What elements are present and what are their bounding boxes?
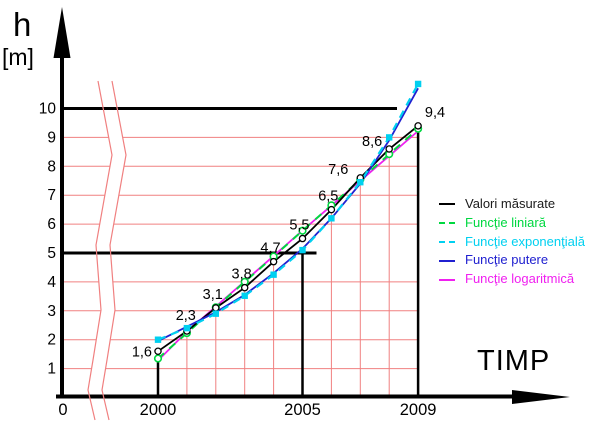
x-axis-arrow (512, 390, 570, 404)
y-tick-label: 7 (47, 187, 56, 204)
legend-label-linear: Funcţie liniară (465, 214, 546, 230)
marker-exponential (386, 134, 393, 141)
y-tick-label: 10 (39, 101, 57, 118)
marker-exponential (241, 292, 248, 299)
legend-swatch-linear (439, 222, 455, 225)
point-label: 2,3 (176, 308, 196, 324)
x-tick-label: 2009 (400, 401, 437, 419)
marker-exponential (357, 178, 364, 186)
axis-break-band (88, 81, 126, 420)
marker-measured (212, 304, 220, 312)
marker-measured (240, 283, 249, 292)
legend-label-power: Funcţie putere (465, 252, 549, 268)
marker-measured (414, 122, 422, 130)
legend-item-logarithmic: Funcţie logaritmică (439, 270, 585, 289)
y-tick-label: 5 (47, 245, 56, 262)
point-label: 3,8 (232, 267, 252, 283)
series-line-1 (157, 127, 419, 360)
y-axis-unit: [m] (2, 44, 34, 70)
axis-break-line-1 (101, 80, 127, 421)
series-line-0 (157, 125, 419, 353)
point-label: 3,1 (203, 287, 223, 303)
y-tick-label: 1 (47, 361, 56, 378)
y-tick-label: 8 (47, 158, 56, 175)
x-axis-title: TIMP (477, 345, 551, 377)
series-line-2 (157, 83, 420, 341)
legend-label-logarithmic: Funcţie logaritmică (465, 271, 575, 287)
legend-item-linear: Funcţie liniară (439, 214, 585, 233)
axis-break-line-0 (87, 80, 113, 421)
legend: Valori măsurate Funcţie liniară Funcţie … (439, 195, 585, 289)
marker-exponential (299, 246, 306, 254)
marker-measured (385, 145, 393, 153)
series-line-3 (157, 87, 419, 342)
x-tick-label: 2005 (284, 401, 321, 419)
point-label: 4,7 (260, 241, 280, 257)
legend-swatch-power (439, 259, 455, 262)
point-label: 6,5 (318, 189, 338, 205)
legend-swatch-logarithmic (439, 278, 455, 281)
marker-exponential (183, 324, 191, 332)
legend-label-exponential: Funcţie exponenţială (465, 233, 585, 249)
y-tick-label: 4 (47, 274, 56, 291)
y-axis-symbol: h (13, 6, 32, 43)
marker-exponential (414, 80, 422, 88)
marker-exponential (270, 271, 277, 278)
y-axis-arrow (53, 7, 71, 58)
x-tick-label: 2000 (140, 401, 177, 419)
legend-item-exponential: Funcţie exponenţială (439, 233, 585, 252)
point-label: 8,6 (362, 134, 382, 150)
marker-measured (298, 234, 307, 243)
y-tick-label: 6 (47, 216, 56, 233)
y-tick-label: 9 (47, 129, 56, 146)
legend-swatch-measured (439, 203, 455, 206)
legend-item-measured: Valori măsurate (439, 195, 585, 214)
marker-measured (269, 257, 278, 266)
legend-swatch-exponential (439, 240, 455, 243)
marker-linear (153, 354, 163, 363)
point-label: 1,6 (132, 344, 152, 360)
y-tick-label: 3 (47, 303, 56, 320)
marker-exponential (212, 310, 219, 317)
origin-label: 0 (58, 401, 67, 419)
marker-exponential (154, 336, 162, 343)
marker-measured (154, 347, 162, 356)
y-tick-label: 2 (47, 332, 56, 349)
point-label: 5,5 (289, 218, 309, 234)
marker-linear (298, 226, 307, 235)
marker-measured (327, 205, 336, 214)
series-line-4 (157, 130, 419, 362)
marker-exponential (328, 215, 335, 222)
point-label: 9,4 (425, 105, 445, 121)
point-label: 7,6 (328, 162, 348, 178)
legend-label-measured: Valori măsurate (465, 196, 556, 211)
legend-item-power: Funcţie putere (439, 251, 585, 270)
